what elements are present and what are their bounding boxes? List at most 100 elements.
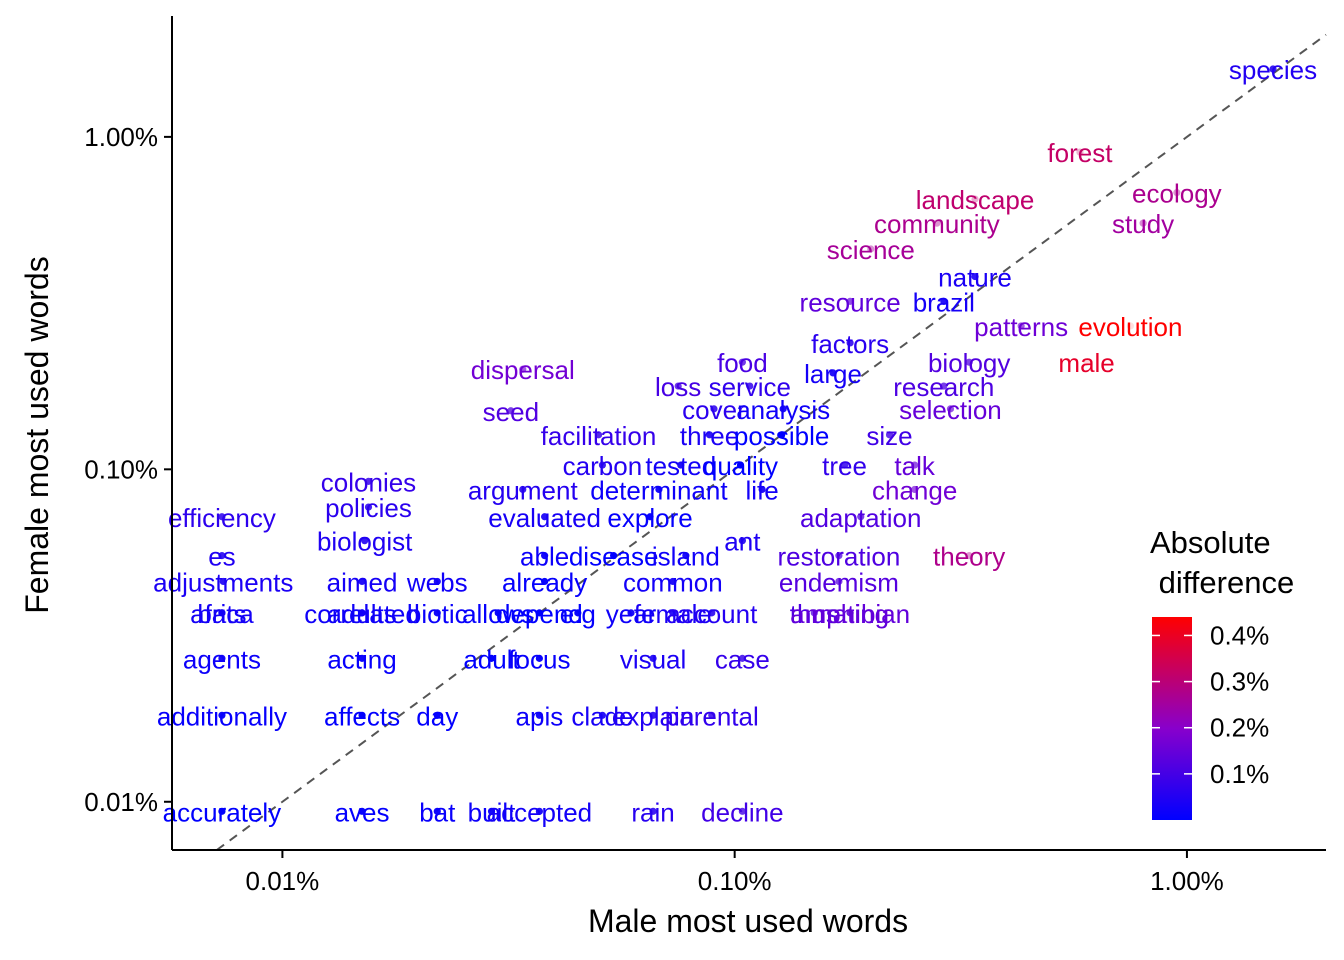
word-label: dispersal bbox=[471, 355, 575, 385]
word-label: efficiency bbox=[168, 503, 276, 533]
data-point bbox=[946, 405, 955, 413]
word-label: depend bbox=[496, 599, 583, 629]
data-point bbox=[835, 577, 843, 586]
word-label: science bbox=[827, 235, 915, 265]
data-point bbox=[218, 552, 226, 560]
data-point bbox=[433, 609, 441, 617]
word-label: landscape bbox=[916, 185, 1035, 215]
word-label: accurately bbox=[163, 797, 282, 827]
word-label: community bbox=[874, 209, 1000, 239]
word-label: argument bbox=[468, 475, 579, 505]
data-point bbox=[610, 552, 618, 560]
data-point bbox=[433, 711, 441, 719]
word-label: accepted bbox=[487, 797, 593, 827]
word-label: facilitation bbox=[541, 421, 657, 451]
word-label: es bbox=[208, 542, 235, 572]
data-point bbox=[857, 513, 865, 521]
data-point bbox=[933, 219, 941, 227]
data-point bbox=[940, 297, 948, 305]
word-label: apis bbox=[516, 701, 564, 731]
data-point bbox=[433, 807, 441, 815]
data-point bbox=[358, 711, 366, 719]
data-point bbox=[649, 807, 657, 815]
data-point bbox=[965, 552, 973, 560]
y-tick-label: 0.01% bbox=[84, 787, 158, 817]
word-label: case bbox=[715, 644, 770, 674]
word-label: female bbox=[634, 599, 712, 629]
word-label: forest bbox=[1047, 138, 1113, 168]
data-point bbox=[494, 609, 502, 617]
word-label: disease bbox=[569, 542, 659, 572]
data-point bbox=[487, 654, 496, 662]
data-point bbox=[911, 461, 919, 469]
data-point bbox=[669, 577, 677, 586]
word-label: loss bbox=[655, 372, 701, 402]
word-label: biologist bbox=[317, 527, 413, 557]
word-label: account bbox=[666, 599, 758, 629]
word-label: agents bbox=[183, 644, 261, 674]
data-point bbox=[940, 382, 948, 390]
legend-color-bar bbox=[1152, 617, 1192, 820]
word-label: change bbox=[872, 475, 957, 505]
word-label: built bbox=[468, 797, 516, 827]
data-point bbox=[218, 513, 226, 521]
word-label: island bbox=[652, 542, 720, 572]
data-point bbox=[541, 552, 549, 560]
data-point bbox=[218, 711, 226, 719]
word-label: bat bbox=[419, 797, 456, 827]
data-point bbox=[487, 807, 496, 815]
word-label: day bbox=[416, 701, 458, 731]
data-point bbox=[1082, 358, 1091, 366]
word-label: allows bbox=[462, 599, 534, 629]
word-label: three bbox=[680, 421, 739, 451]
word-label: species bbox=[1229, 55, 1317, 85]
word-label: biology bbox=[928, 348, 1010, 378]
y-tick-label: 0.10% bbox=[84, 454, 158, 484]
data-point bbox=[535, 654, 543, 662]
data-point bbox=[829, 369, 837, 377]
data-point bbox=[574, 609, 582, 617]
data-point bbox=[361, 537, 369, 545]
data-point bbox=[218, 609, 226, 617]
y-tick-label: 1.00% bbox=[84, 122, 158, 152]
word-label: study bbox=[1112, 209, 1174, 239]
word-label: adjustments bbox=[153, 567, 293, 597]
data-point bbox=[519, 485, 527, 494]
data-point bbox=[519, 365, 527, 373]
data-point bbox=[646, 513, 654, 521]
data-point bbox=[598, 461, 607, 469]
word-label: evolution bbox=[1078, 312, 1182, 342]
word-label: affects bbox=[324, 701, 400, 731]
word-label: brazil bbox=[913, 287, 975, 317]
word-label: adults bbox=[327, 599, 396, 629]
word-label: already bbox=[502, 567, 587, 597]
reference-line bbox=[216, 33, 1327, 851]
word-label: thus bbox=[790, 599, 839, 629]
data-point bbox=[358, 807, 366, 815]
data-point bbox=[1139, 219, 1147, 227]
data-point bbox=[1017, 322, 1025, 330]
word-label: research bbox=[893, 372, 994, 402]
word-label: focus bbox=[508, 644, 570, 674]
word-label: parental bbox=[665, 701, 759, 731]
word-label: correlated bbox=[304, 599, 420, 629]
data-point bbox=[598, 711, 607, 719]
data-point bbox=[810, 609, 818, 617]
data-point bbox=[682, 552, 690, 560]
word-label: year bbox=[606, 599, 657, 629]
word-label: resource bbox=[800, 287, 901, 317]
word-label: analysis bbox=[736, 395, 830, 425]
x-tick-label: 0.01% bbox=[246, 866, 320, 896]
word-label: life bbox=[745, 475, 778, 505]
legend-ticks: 0.1% 0.2% 0.3% 0.4% bbox=[1152, 620, 1269, 789]
word-label: additionally bbox=[157, 701, 287, 731]
data-point bbox=[971, 272, 979, 281]
word-label: decline bbox=[701, 797, 783, 827]
data-point bbox=[649, 711, 657, 719]
word-label: able bbox=[520, 542, 569, 572]
word-label: evaluated bbox=[488, 503, 601, 533]
word-label: ecology bbox=[1132, 179, 1222, 209]
data-point bbox=[541, 513, 549, 521]
word-label: colonies bbox=[321, 467, 416, 497]
